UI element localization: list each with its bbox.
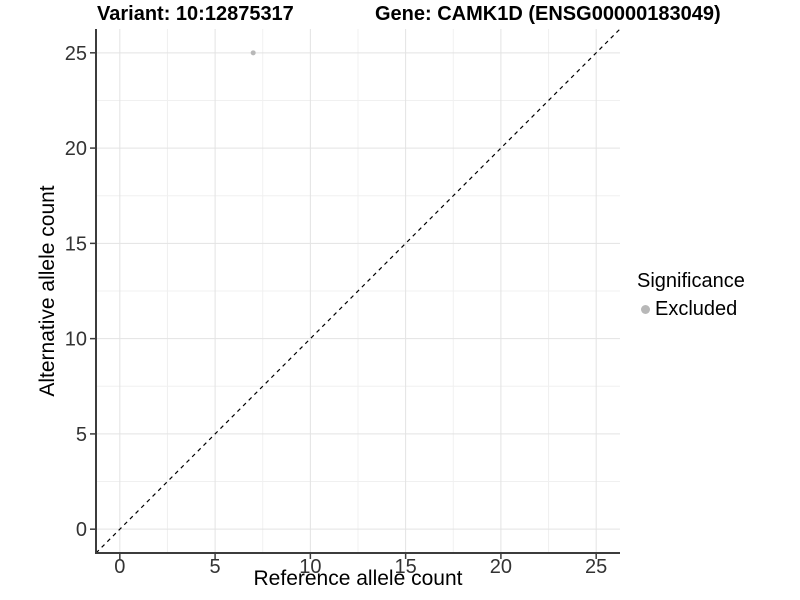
x-tick-label: 20 [490, 556, 512, 578]
plot-title-variant: Variant: 10:12875317 [97, 3, 294, 25]
x-tick-label: 10 [299, 556, 321, 578]
y-tick-label: 0 [76, 519, 87, 541]
y-tick-label: 10 [65, 329, 87, 351]
data-point [250, 50, 256, 56]
legend-item-label: Excluded [655, 298, 738, 320]
y-tick-label: 25 [65, 43, 87, 65]
plot-title-gene: Gene: CAMK1D (ENSG00000183049) [375, 3, 721, 25]
y-tick-label: 20 [65, 138, 87, 160]
x-tick-label: 5 [210, 556, 221, 578]
x-axis-label: Reference allele count [253, 567, 463, 590]
y-tick-label: 15 [65, 233, 87, 255]
legend-item-excluded: Excluded [637, 298, 745, 321]
legend-title: Significance [637, 270, 745, 292]
x-tick-label: 15 [395, 556, 417, 578]
identity-line [95, 28, 621, 554]
x-tick-label: 25 [585, 556, 607, 578]
legend-point-icon [641, 305, 650, 314]
x-tick-label: 0 [114, 556, 125, 578]
y-tick-label: 5 [76, 424, 87, 446]
legend: Significance Excluded [637, 270, 745, 321]
